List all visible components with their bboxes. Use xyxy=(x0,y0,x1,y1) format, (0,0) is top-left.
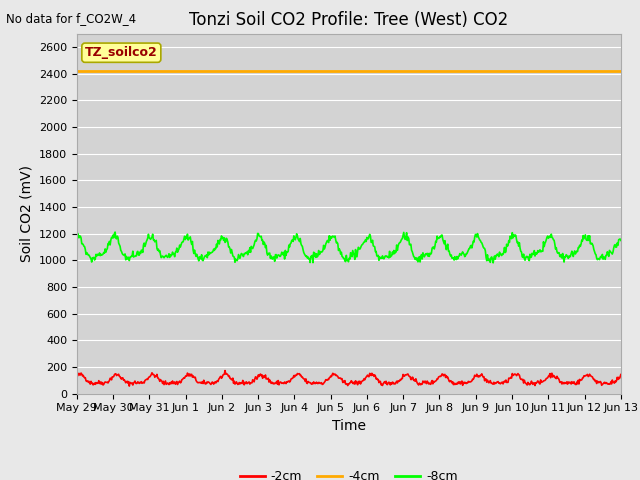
Y-axis label: Soil CO2 (mV): Soil CO2 (mV) xyxy=(19,165,33,262)
Title: Tonzi Soil CO2 Profile: Tree (West) CO2: Tonzi Soil CO2 Profile: Tree (West) CO2 xyxy=(189,11,508,29)
Text: TZ_soilco2: TZ_soilco2 xyxy=(85,46,157,59)
Legend: -2cm, -4cm, -8cm: -2cm, -4cm, -8cm xyxy=(235,465,463,480)
Text: No data for f_CO2W_4: No data for f_CO2W_4 xyxy=(6,12,136,25)
X-axis label: Time: Time xyxy=(332,419,366,433)
